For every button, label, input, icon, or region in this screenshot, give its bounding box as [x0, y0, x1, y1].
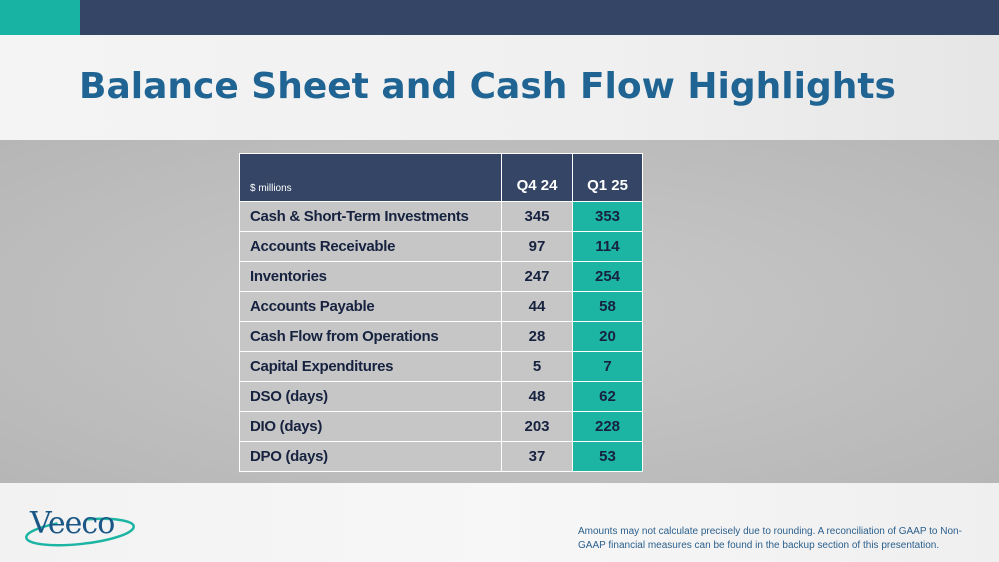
- row-label: Cash Flow from Operations: [239, 321, 502, 352]
- top-header-bar: [0, 0, 999, 35]
- row-label: Capital Expenditures: [239, 351, 502, 382]
- table-row: DPO (days) 37 53: [239, 441, 643, 472]
- title-band: [0, 35, 999, 140]
- q1-25-value: 254: [572, 261, 643, 292]
- q1-25-value: 114: [572, 231, 643, 262]
- q1-25-value: 53: [572, 441, 643, 472]
- q1-25-value: 62: [572, 381, 643, 412]
- footer-band: [0, 483, 999, 562]
- row-label: DIO (days): [239, 411, 502, 442]
- veeco-logo: Veeco: [30, 506, 115, 541]
- table-row: Cash Flow from Operations 28 20: [239, 321, 643, 352]
- table-header-row: $ millions Q4 24 Q1 25: [239, 153, 643, 202]
- q4-24-value: 345: [501, 201, 573, 232]
- footnote: Amounts may not calculate precisely due …: [578, 526, 962, 551]
- q1-25-value: 58: [572, 291, 643, 322]
- table-row: Cash & Short-Term Investments 345 353: [239, 201, 643, 232]
- q4-24-value: 97: [501, 231, 573, 262]
- table-row: DIO (days) 203 228: [239, 411, 643, 442]
- q4-24-value: 203: [501, 411, 573, 442]
- veeco-logo-swoosh: [25, 517, 135, 547]
- q4-24-value: 247: [501, 261, 573, 292]
- slide-title: Balance Sheet and Cash Flow Highlights: [79, 66, 896, 107]
- q4-24-value: 5: [501, 351, 573, 382]
- table-row: Accounts Payable 44 58: [239, 291, 643, 322]
- row-label: DPO (days): [239, 441, 502, 472]
- q1-25-value: 7: [572, 351, 643, 382]
- highlights-table: $ millions Q4 24 Q1 25 Cash & Short-Term…: [239, 153, 643, 472]
- q4-24-value: 28: [501, 321, 573, 352]
- top-accent-block: [0, 0, 80, 35]
- unit-label: $ millions: [239, 153, 502, 202]
- q4-24-value: 48: [501, 381, 573, 412]
- column-header-q4-24: Q4 24: [501, 153, 573, 202]
- q1-25-value: 353: [572, 201, 643, 232]
- row-label: Inventories: [239, 261, 502, 292]
- q4-24-value: 37: [501, 441, 573, 472]
- table-row: DSO (days) 48 62: [239, 381, 643, 412]
- table-row: Capital Expenditures 5 7: [239, 351, 643, 382]
- row-label: Cash & Short-Term Investments: [239, 201, 502, 232]
- table-row: Accounts Receivable 97 114: [239, 231, 643, 262]
- column-header-q1-25: Q1 25: [572, 153, 643, 202]
- row-label: Accounts Receivable: [239, 231, 502, 262]
- q1-25-value: 20: [572, 321, 643, 352]
- table-row: Inventories 247 254: [239, 261, 643, 292]
- q1-25-value: 228: [572, 411, 643, 442]
- q4-24-value: 44: [501, 291, 573, 322]
- row-label: Accounts Payable: [239, 291, 502, 322]
- row-label: DSO (days): [239, 381, 502, 412]
